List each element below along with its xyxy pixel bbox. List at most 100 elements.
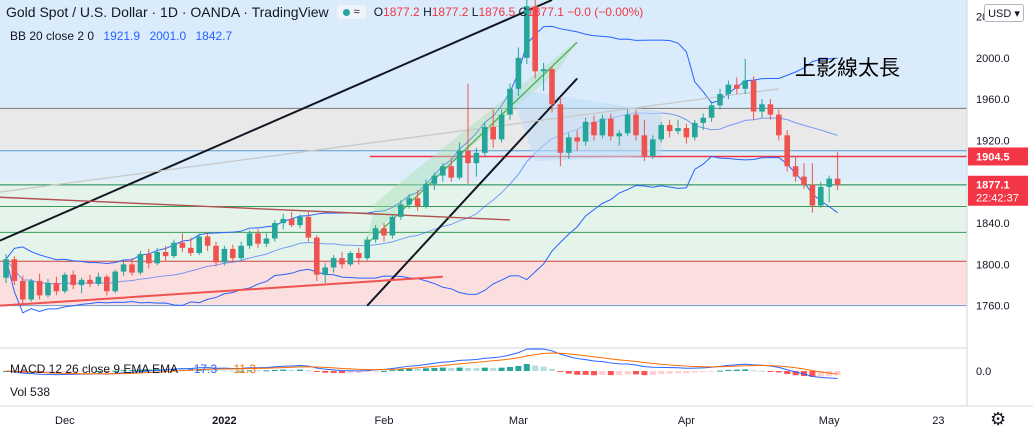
macd-histogram-bar [465, 367, 471, 371]
support-trendline [0, 275, 443, 307]
candle-body [692, 122, 698, 138]
macd-histogram-bar [330, 371, 337, 373]
macd-histogram-bar [599, 371, 606, 375]
volume-legend[interactable]: Vol 538 [10, 385, 51, 399]
macd-histogram-bar [347, 371, 354, 373]
candle-body [524, 6, 530, 58]
candle-body [666, 124, 673, 132]
candle-body [490, 127, 496, 140]
macd-histogram-bar [775, 371, 782, 373]
candle-body [87, 279, 93, 284]
candle-body [280, 218, 286, 224]
macd-histogram-bar [725, 369, 732, 371]
candle-body [683, 128, 690, 138]
bb-legend[interactable]: BB 20 close 2 0 1921.9 2001.0 1842.7 [10, 29, 232, 43]
indicator-toggle[interactable]: ≈ [336, 5, 366, 19]
candle-body [263, 238, 270, 244]
candle-body [767, 104, 774, 115]
candle-body [20, 280, 26, 300]
low-value: 1876.5 [478, 5, 516, 19]
open-label: O [373, 5, 384, 19]
candle-body [423, 183, 429, 207]
candle-body [759, 104, 765, 112]
candle-body [297, 216, 303, 226]
macd-histogram-bar [229, 370, 236, 372]
macd-histogram-bar [246, 370, 253, 372]
upper-blue-zone [0, 0, 967, 109]
candle-body [675, 128, 681, 132]
macd-histogram-bar [767, 371, 774, 372]
bb-basis [5, 112, 838, 285]
bb-upper-band [5, 25, 838, 265]
bb-legend-label: BB 20 close 2 0 [10, 29, 95, 43]
macd-histogram-bar [297, 369, 303, 371]
candle-body [725, 84, 732, 94]
annotation-text[interactable]: 上影線太長 [795, 56, 900, 80]
gear-icon[interactable]: ⚙ [990, 409, 1007, 429]
green-zone [0, 181, 967, 262]
x-tick-label: 2022 [212, 415, 236, 427]
macd-histogram-bar [87, 371, 93, 372]
price-zones [0, 0, 967, 306]
open-value: 1877.2 [383, 5, 420, 19]
ohlc-readout: O1877.2 H1877.2 L1876.5 C1877.1 −0.0 (−0… [374, 5, 644, 19]
candle-body [650, 139, 656, 156]
candle-body [532, 6, 538, 72]
candle-body [557, 104, 564, 153]
x-tick-label: 23 [932, 415, 944, 427]
macd-histogram-bar [784, 371, 791, 375]
macd-legend[interactable]: MACD 12 26 close 9 EMA EMA −17.3 −11.3 [10, 362, 256, 376]
macd-histogram-bar [473, 368, 480, 371]
candle-body [826, 178, 832, 187]
resistance-price-text: 1904.5 [976, 151, 1010, 163]
candle-body [717, 93, 723, 106]
status-dot-icon [342, 8, 350, 16]
macd-histogram-bar [397, 369, 404, 371]
price-tags: 1904.5 1877.122:42:37 [968, 147, 1028, 206]
chart-header: Gold Spot / U.S. Dollar · 1D · OANDA · T… [6, 4, 643, 20]
candle-body [734, 84, 740, 89]
candle-body [398, 204, 404, 217]
bb-lower-value: 1842.7 [195, 29, 233, 43]
macd-histogram-bar [641, 371, 648, 376]
candle-body [45, 282, 51, 296]
macd-histogram-bar [683, 371, 690, 374]
macd-histogram-bar [616, 371, 623, 376]
macd-histogram-bar [61, 371, 68, 372]
candle-body [431, 175, 438, 184]
macd-histogram-bar [70, 371, 77, 372]
countdown-text: 22:42:37 [976, 193, 1019, 205]
candlestick-series [3, 0, 841, 306]
candle-body [221, 248, 228, 263]
candle-body [465, 150, 471, 164]
macd-histogram-bar [658, 371, 665, 375]
macd-histogram-bar [364, 371, 371, 373]
macd-histogram-bar [633, 371, 639, 375]
candle-body [112, 271, 118, 292]
macd-histogram-bar [406, 368, 413, 371]
candle-body [213, 245, 219, 263]
macd-histogram-bar [381, 370, 387, 372]
x-tick-label: Dec [55, 415, 75, 427]
macd-histogram-bar [507, 367, 513, 371]
candle-body [255, 233, 261, 244]
macd-histogram-bar [666, 371, 673, 374]
candle-body [507, 88, 513, 115]
candle-body [540, 69, 547, 72]
candle-body [179, 242, 186, 248]
close-value: 1877.1 [527, 5, 564, 19]
macd-histogram-bar [372, 371, 379, 372]
macd-histogram-bar [742, 369, 749, 371]
macd-histogram-bar [129, 370, 135, 372]
candle-body [448, 166, 454, 178]
candle-body [230, 248, 236, 259]
currency-button[interactable]: USD ▾ [984, 4, 1024, 22]
candle-body [834, 178, 841, 185]
candle-body [372, 228, 379, 240]
macd-histogram-bar [238, 370, 245, 372]
macd-histogram-bar [582, 371, 589, 375]
signal-value: −11.3 [226, 362, 256, 376]
close-label: C [518, 5, 528, 19]
candle-body [272, 223, 278, 239]
